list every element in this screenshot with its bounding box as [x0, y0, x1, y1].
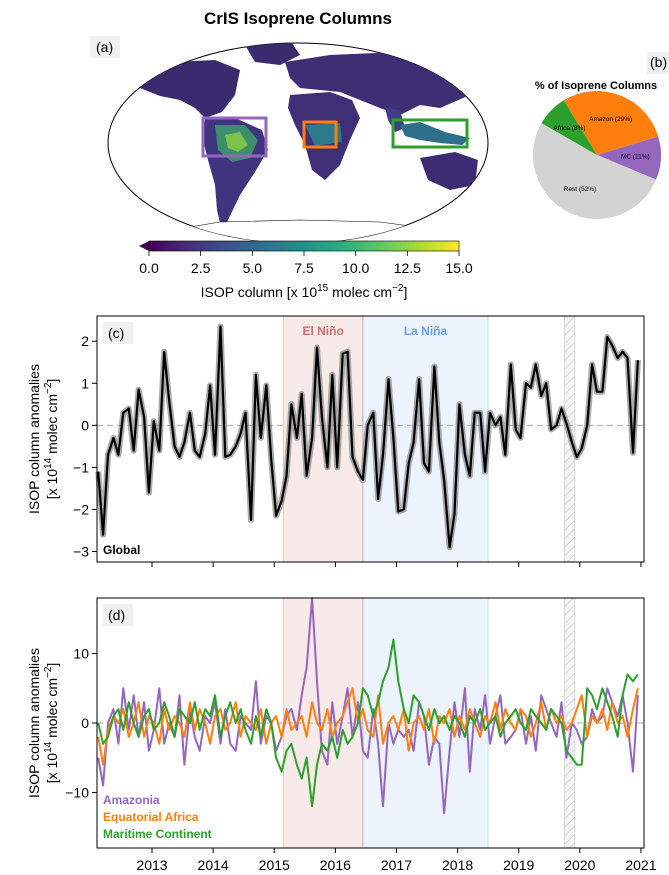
- global-anomaly-panel: −3 −2 −1 0 1 2 (c) ISOP column anomalies [x 1014…: [26, 315, 645, 567]
- maritime-continent-region-box: [391, 118, 469, 149]
- colorbar-tick-label: 5.0: [243, 260, 263, 276]
- colorbar-tick-label: 7.5: [294, 260, 314, 276]
- global-series-label: Global: [103, 543, 140, 557]
- pie-slice: [541, 100, 597, 155]
- regional-anomaly-panel: −10 0 10 2013 2014 2015 2016 2017 2018 2019 2020 20…: [26, 597, 657, 873]
- amazonia-region-box: [201, 116, 268, 158]
- y-axis-label: ISOP column anomalies: [26, 648, 42, 798]
- x-tick-label: 2013: [136, 857, 167, 873]
- plot-frame: [96, 315, 645, 563]
- colorbar-tick-label: 15.0: [445, 260, 472, 276]
- y-tick-label: −10: [65, 784, 89, 800]
- panel-label-box: [103, 322, 133, 344]
- pie-slice: [532, 123, 657, 220]
- y-tick-label: −2: [73, 501, 89, 517]
- x-tick-label: 2019: [503, 857, 534, 873]
- y-axis-label-units: [x 1014 molec cm−2]: [43, 663, 60, 784]
- pie-chart: Amazon (29%) MC (11%) Rest (52%) Africa (8%…: [532, 91, 661, 220]
- colorbar-label: ISOP column [x 1015 molec cm−2]: [201, 283, 408, 300]
- series-line: [97, 597, 639, 815]
- y-tick-label: 10: [73, 646, 89, 662]
- panel-label: (c): [108, 325, 124, 341]
- la-nina-label: La Niña: [404, 324, 448, 338]
- pie-slice: [597, 136, 661, 180]
- y-tick-label: −3: [73, 543, 89, 559]
- y-axis-label-units: [x 1014 molec cm−2]: [43, 379, 60, 500]
- y-tick-label: 0: [81, 417, 89, 433]
- y-tick-label: 2: [81, 333, 89, 349]
- panel-a-label: (a): [96, 39, 113, 55]
- y-tick-label: 0: [81, 715, 89, 731]
- colorbar: 0.0 2.5 5.0 7.5 10.0 12.5 15.0 ISOP column [x …: [139, 240, 473, 300]
- equatorial-africa-region-box: [302, 120, 338, 149]
- pie-slice-label: Africa (8%): [553, 125, 585, 132]
- panel-label: (d): [108, 607, 125, 623]
- y-tick-label: −1: [73, 459, 89, 475]
- panel-b-label-box: [647, 52, 669, 74]
- pie-slice-label: MC (11%): [621, 154, 650, 161]
- figure-title: CrIS Isoprene Columns: [204, 9, 392, 28]
- x-tick-label: 2018: [442, 857, 473, 873]
- y-axis-label: ISOP column anomalies: [26, 364, 42, 514]
- colorbar-tick-label: 12.5: [394, 260, 421, 276]
- x-tick-label: 2017: [381, 857, 412, 873]
- series-line: [97, 638, 639, 808]
- panel-a-label-box: [90, 36, 120, 58]
- pie-slice-label: Rest (52%): [564, 186, 597, 193]
- pie-title: % of Isoprene Columns: [535, 80, 657, 92]
- x-tick-label: 2016: [320, 857, 351, 873]
- region-boxes: [201, 116, 469, 158]
- colorbar-tick-label: 10.0: [342, 260, 369, 276]
- pie-slice: [563, 91, 659, 155]
- legend-entry: Equatorial Africa: [103, 810, 199, 824]
- pie-slice-label: Amazon (29%): [589, 116, 632, 123]
- colorbar-ticks: 0.0 2.5 5.0 7.5 10.0 12.5 15.0: [139, 251, 473, 276]
- x-tick-label: 2020: [564, 857, 595, 873]
- colorbar-gradient: [148, 240, 460, 252]
- series-line: [97, 325, 639, 549]
- panel-label-box: [103, 604, 133, 626]
- x-tick-label: 2021: [625, 857, 656, 873]
- legend-entry: Amazonia: [103, 793, 160, 807]
- colorbar-tick-label: 2.5: [191, 260, 211, 276]
- el-nino-label: El Niño: [302, 324, 343, 338]
- x-tick-label: 2014: [198, 857, 229, 873]
- panel-b-label: (b): [650, 54, 667, 70]
- pie-panel: (b) % of Isoprene Columns Amazon (29%) MC…: [532, 52, 669, 220]
- colorbar-tick-label: 0.0: [139, 260, 159, 276]
- y-tick-label: 1: [81, 375, 89, 391]
- colorbar-extend-arrow: [139, 241, 149, 251]
- legend-entry: Maritime Continent: [103, 827, 212, 841]
- map-panel: (a): [90, 36, 489, 244]
- x-tick-label: 2015: [259, 857, 290, 873]
